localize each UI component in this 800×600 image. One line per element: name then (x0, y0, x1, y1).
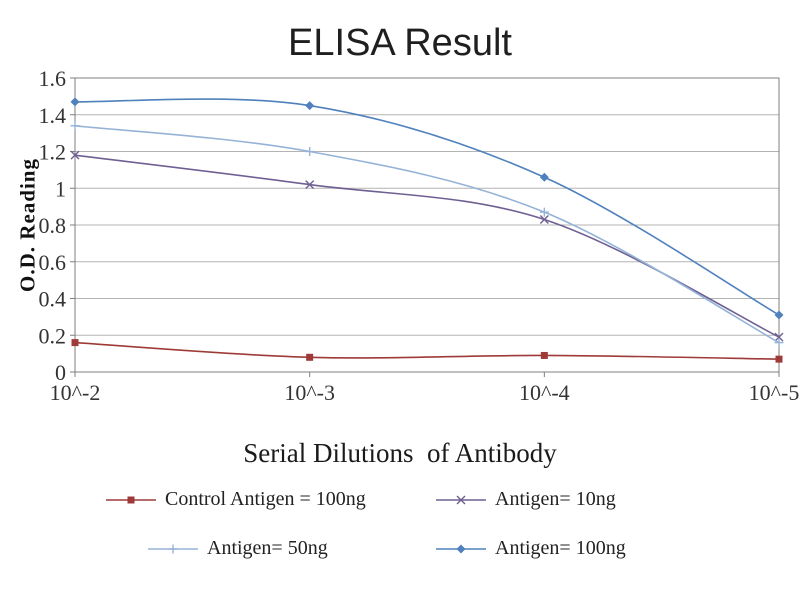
svg-text:1.2: 1.2 (39, 140, 67, 165)
legend-label: Antigen= 50ng (207, 537, 328, 559)
legend-label: Antigen= 100ng (495, 537, 626, 559)
legend-marker-diamond (435, 541, 487, 557)
svg-text:10^-3: 10^-3 (284, 380, 335, 405)
x-axis-label: Serial Dilutions of Antibody (243, 438, 557, 468)
legend-marker-square (105, 492, 157, 508)
legend: Control Antigen = 100ng Antigen= 10ng An… (105, 488, 705, 560)
svg-text:1.6: 1.6 (39, 66, 67, 91)
svg-text:0.8: 0.8 (39, 213, 67, 238)
chart-title: ELISA Result (288, 22, 512, 64)
svg-text:0.6: 0.6 (39, 250, 67, 275)
svg-text:1.4: 1.4 (39, 103, 67, 128)
svg-text:10^-4: 10^-4 (519, 380, 570, 405)
legend-label: Control Antigen = 100ng (165, 488, 366, 510)
svg-text:1: 1 (55, 176, 66, 201)
legend-item: Control Antigen = 100ng (105, 488, 435, 511)
legend-item: Antigen= 10ng (435, 488, 705, 511)
svg-text:0.2: 0.2 (39, 323, 67, 348)
legend-marker-plus (147, 541, 199, 557)
legend-item: Antigen= 100ng (435, 537, 705, 560)
y-axis-label: O.D. Reading (15, 158, 40, 292)
legend-label: Antigen= 10ng (495, 488, 616, 510)
svg-text:0.4: 0.4 (39, 287, 67, 312)
svg-text:10^-2: 10^-2 (50, 380, 101, 405)
chart-svg: 0 0.2 0.4 0.6 0.8 1 1.2 1.4 1.6 10^-2 10^-3 10^-4 10… (39, 66, 800, 405)
legend-item: Antigen= 50ng (147, 537, 435, 560)
legend-marker-x (435, 492, 487, 508)
svg-text:0: 0 (55, 360, 66, 385)
svg-text:10^-5: 10^-5 (749, 380, 800, 405)
